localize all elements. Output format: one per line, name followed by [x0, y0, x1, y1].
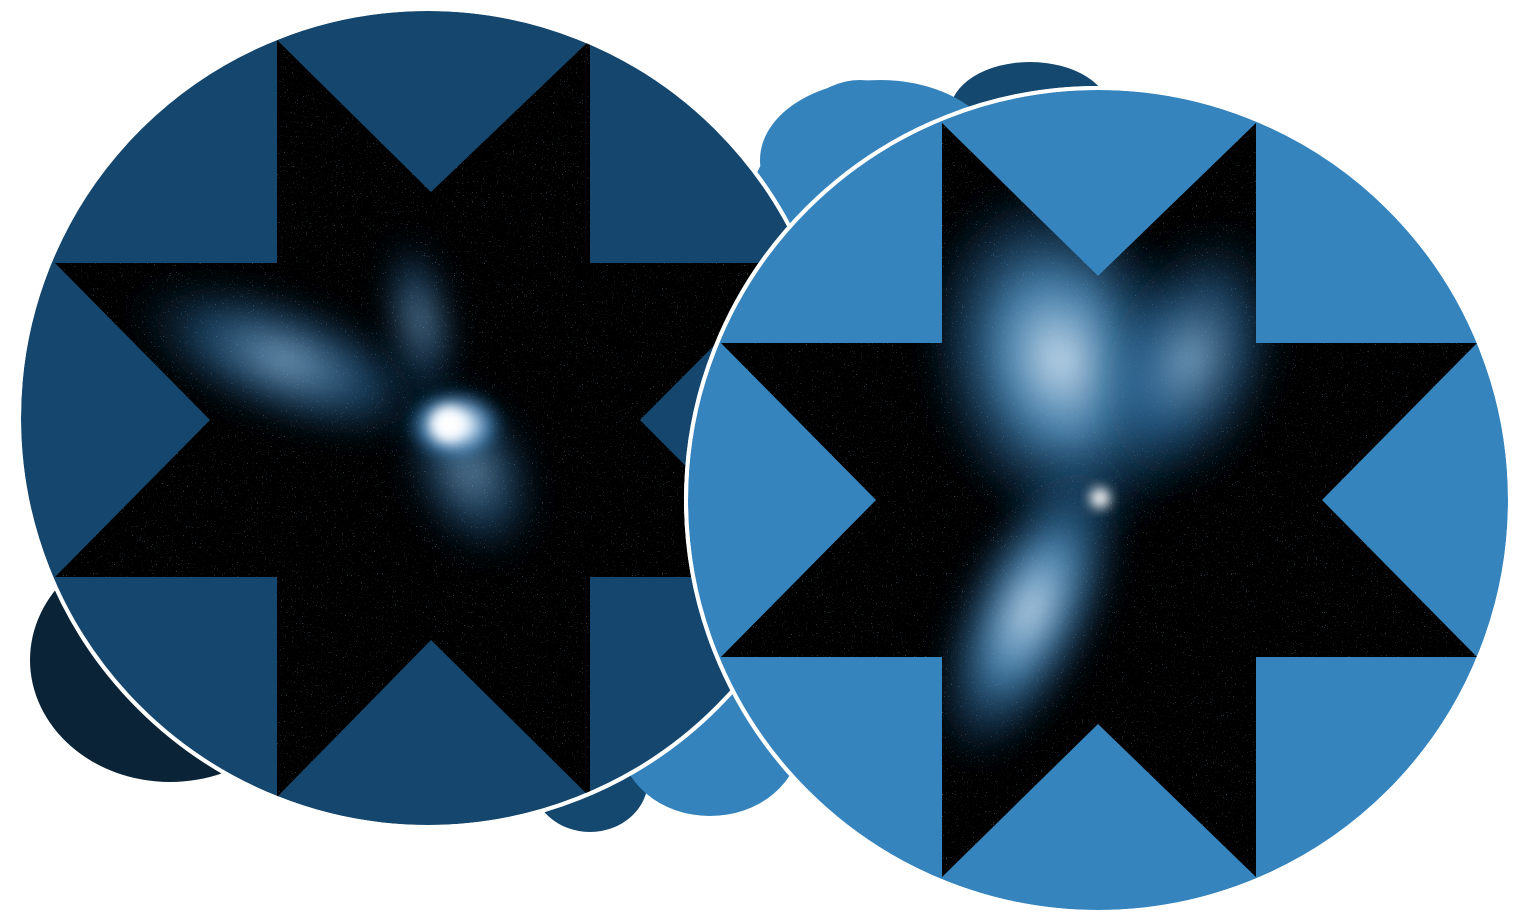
left-panel [17, 7, 839, 829]
right-panel [684, 86, 1512, 914]
